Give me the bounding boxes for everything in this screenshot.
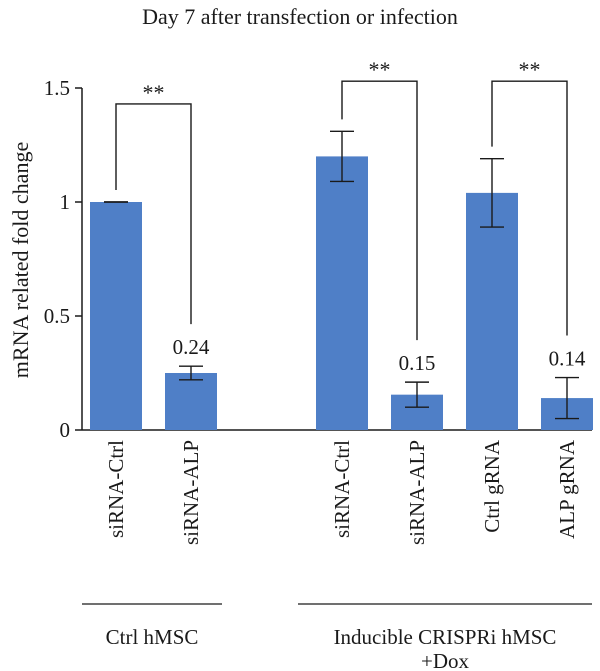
bar [90,202,142,430]
bar [165,373,217,430]
chart-title: Day 7 after transfection or infection [142,4,458,29]
x-tick-label: siRNA-Ctrl [330,440,354,538]
y-axis-label: mRNA related fold change [8,142,33,378]
x-tick-label: siRNA-ALP [405,440,429,545]
significance-bracket [115,103,192,325]
bar-value-label: 0.14 [549,347,586,371]
bar-value-label: 0.24 [173,335,210,359]
bar-value-label: 0.15 [399,351,436,375]
significance-bracket [341,80,418,341]
group-label-line2: +Dox [421,649,470,671]
significance-label: ** [369,57,391,82]
group-label: Ctrl hMSC [106,625,199,649]
y-tick-label: 0.5 [44,304,70,328]
group-label: Inducible CRISPRi hMSC [334,625,557,649]
y-tick-label: 1.5 [44,76,70,100]
x-tick-label: ALP gRNA [555,439,579,539]
bar [316,156,368,430]
significance-label: ** [519,57,541,82]
bar [466,192,518,430]
x-tick-label: Ctrl gRNA [480,439,504,533]
x-tick-label: siRNA-ALP [179,440,203,545]
labels-layer: siRNA-Ctrl 0.24 siRNA-ALP siRNA-Ctrl 0.15 siR… [82,335,592,671]
error-bars-layer [104,130,579,420]
bars-layer [90,156,593,430]
significance-layer: ** ** ** [115,57,568,341]
x-tick-label: siRNA-Ctrl [104,440,128,538]
significance-label: ** [143,80,165,105]
y-tick-label: 0 [60,418,71,442]
significance-bracket [491,80,568,336]
y-tick-label: 1 [60,190,71,214]
